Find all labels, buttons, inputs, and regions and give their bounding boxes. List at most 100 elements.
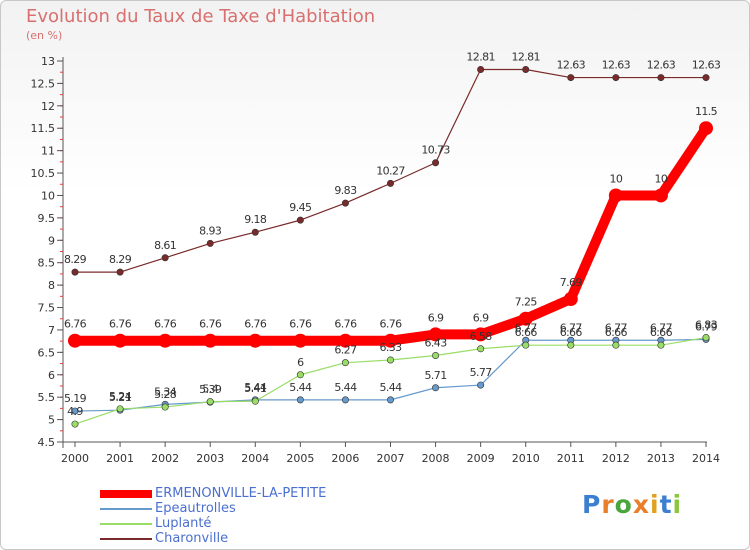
proxiti-logo: Proxiti — [582, 490, 682, 519]
data-label: 6.76 — [379, 318, 402, 331]
data-label: 8.29 — [64, 253, 87, 266]
series-marker-0 — [608, 188, 623, 203]
data-label: 6.77 — [650, 321, 673, 334]
series-marker-0 — [518, 311, 533, 326]
series-marker-2 — [432, 351, 440, 359]
data-label: 6 — [297, 356, 304, 369]
series-marker-0 — [68, 333, 82, 348]
data-label: 12.63 — [647, 59, 676, 72]
data-label: 12.63 — [557, 59, 586, 72]
series-marker-1 — [296, 396, 304, 404]
series-marker-0 — [699, 121, 713, 136]
x-tick-label: 2008 — [422, 452, 450, 465]
data-label: 6.76 — [109, 318, 132, 331]
legend-item-epeautrolles: Epeautrolles — [100, 501, 236, 516]
series-marker-2 — [341, 359, 349, 367]
x-tick-label: 2000 — [61, 452, 89, 465]
x-tick-label: 2006 — [331, 452, 359, 465]
series-marker-3 — [386, 179, 394, 187]
y-tick-label: 8.5 — [38, 257, 56, 270]
legend-label-ermenonville: ERMENONVILLE-LA-PETITE — [155, 486, 327, 501]
data-label: 6.66 — [605, 326, 628, 339]
series-marker-2 — [477, 345, 485, 353]
logo-letter: x — [632, 490, 650, 519]
series-marker-2 — [702, 334, 710, 342]
data-label: 6.76 — [244, 318, 267, 331]
data-label: 8.61 — [154, 239, 176, 252]
series-marker-3 — [477, 66, 485, 74]
y-tick-label: 9 — [48, 234, 55, 247]
data-label: 6.77 — [515, 321, 538, 334]
logo-letter: t — [659, 490, 673, 519]
y-tick-label: 4.5 — [38, 436, 56, 449]
series-marker-3 — [432, 159, 440, 167]
y-tick-label: 7.5 — [38, 302, 56, 315]
logo-letter: i — [650, 490, 660, 519]
series-marker-3 — [702, 74, 710, 82]
logo-letter: i — [672, 490, 683, 519]
data-label: 6.76 — [154, 318, 177, 331]
legend-item-charonville: Charonville — [100, 531, 228, 546]
series-marker-1 — [477, 381, 485, 389]
series-marker-0 — [563, 292, 578, 307]
x-tick-label: 2011 — [557, 452, 585, 465]
series-marker-0 — [428, 327, 443, 342]
data-label: 7.69 — [560, 276, 583, 289]
data-label: 5.21 — [109, 391, 131, 404]
data-label: 6.83 — [695, 319, 718, 332]
series-marker-3 — [161, 254, 169, 262]
y-tick-label: 11.5 — [31, 122, 56, 135]
data-label: 4.9 — [67, 405, 83, 418]
series-marker-3 — [567, 74, 575, 82]
x-tick-label: 2009 — [467, 452, 495, 465]
data-label: 6.76 — [64, 318, 87, 331]
data-label: 10.27 — [376, 164, 405, 177]
data-label: 12.81 — [466, 51, 495, 64]
data-label: 6.58 — [470, 330, 493, 343]
data-label: 9.18 — [244, 213, 267, 226]
legend-item-ermenonville: ERMENONVILLE-LA-PETITE — [100, 486, 326, 501]
y-tick-label: 8 — [48, 279, 55, 292]
logo-letter: P — [582, 490, 602, 519]
data-label: 5.44 — [334, 381, 357, 394]
y-tick-label: 12.5 — [31, 77, 56, 90]
series-marker-3 — [522, 66, 530, 74]
y-tick-label: 9.5 — [38, 212, 56, 225]
series-marker-2 — [206, 398, 214, 406]
series-marker-0 — [653, 188, 668, 203]
y-tick-label: 13 — [41, 55, 55, 68]
series-marker-2 — [386, 356, 394, 364]
data-label: 12.63 — [602, 59, 631, 72]
x-tick-label: 2004 — [241, 452, 269, 465]
data-label: 6.66 — [560, 326, 583, 339]
legend-label-luplante: Luplanté — [155, 516, 212, 531]
data-label: 5.19 — [64, 392, 87, 405]
x-tick-label: 2005 — [286, 452, 314, 465]
chart-title: Evolution du Taux de Taxe d'Habitation — [26, 6, 376, 27]
series-marker-0 — [293, 333, 308, 348]
series-marker-0 — [473, 327, 488, 342]
series-marker-1 — [341, 396, 349, 404]
data-label: 6.77 — [560, 321, 583, 334]
data-label: 8.93 — [199, 224, 222, 237]
data-label: 6.66 — [650, 326, 673, 339]
legend-swatch-luplante — [100, 522, 152, 525]
legend-swatch-ermenonville — [100, 489, 152, 498]
data-label: 6.77 — [605, 321, 628, 334]
series-marker-2 — [522, 341, 530, 349]
data-label: 12.81 — [511, 51, 540, 64]
series-line-0 — [70, 123, 711, 346]
x-tick-label: 2013 — [647, 452, 675, 465]
legend-swatch-charonville — [100, 537, 152, 540]
data-label: 5.41 — [244, 382, 266, 395]
x-tick-label: 2010 — [512, 452, 540, 465]
data-label: 5.4 — [202, 383, 218, 396]
x-tick-label: 2012 — [602, 452, 630, 465]
series-marker-2 — [657, 341, 665, 349]
data-label: 9.45 — [289, 201, 312, 214]
logo-letter: o — [614, 490, 633, 519]
data-label: 10.73 — [421, 144, 450, 157]
data-label: 6.43 — [425, 336, 448, 349]
